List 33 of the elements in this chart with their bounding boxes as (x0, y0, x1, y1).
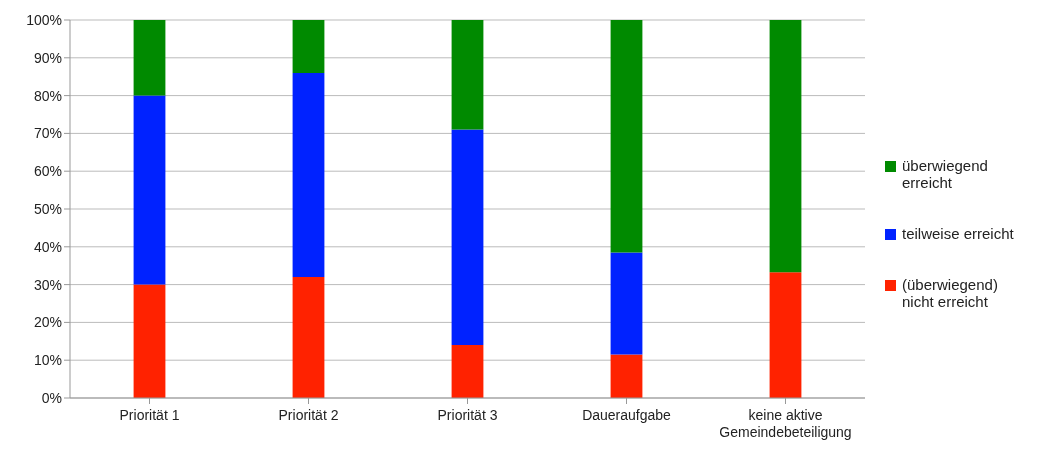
bar (292, 72, 325, 278)
y-tick-label: 70% (33, 125, 62, 142)
y-tick-label: 80% (33, 87, 62, 104)
y-tick-label: 10% (33, 352, 62, 369)
bar (292, 277, 325, 398)
legend-label: überwiegend erreicht (902, 156, 989, 191)
x-tick-label: Daueraufgabe (582, 407, 672, 423)
y-tick-label: 60% (33, 163, 62, 180)
x-tick-label: keine aktive Gemeindebeteiligung (719, 407, 852, 440)
y-tick-label: 50% (33, 200, 62, 217)
legend-label: (überwiegend) nicht erreicht (902, 275, 999, 310)
bar (610, 20, 643, 253)
bar (451, 129, 484, 346)
bar (610, 252, 643, 355)
y-tick-label: 30% (33, 276, 62, 293)
bar (133, 284, 166, 398)
legend-label: teilweise erreicht (902, 224, 1015, 242)
x-tick-label: Priorität 2 (278, 407, 339, 423)
bar (451, 20, 484, 130)
bar (292, 20, 325, 73)
y-tick-label: 40% (33, 238, 62, 255)
x-tick-label: Priorität 1 (119, 407, 180, 423)
y-tick-label: 100% (26, 11, 62, 28)
y-tick-label: 0% (41, 389, 62, 406)
x-tick-label: Priorität 3 (437, 407, 498, 423)
y-tick-label: 20% (33, 314, 62, 331)
bar (451, 345, 484, 398)
bar (133, 95, 166, 285)
y-tick-label: 90% (33, 49, 62, 66)
bar (769, 272, 802, 398)
bar (610, 354, 643, 398)
bar (133, 20, 166, 96)
bar (769, 20, 802, 273)
